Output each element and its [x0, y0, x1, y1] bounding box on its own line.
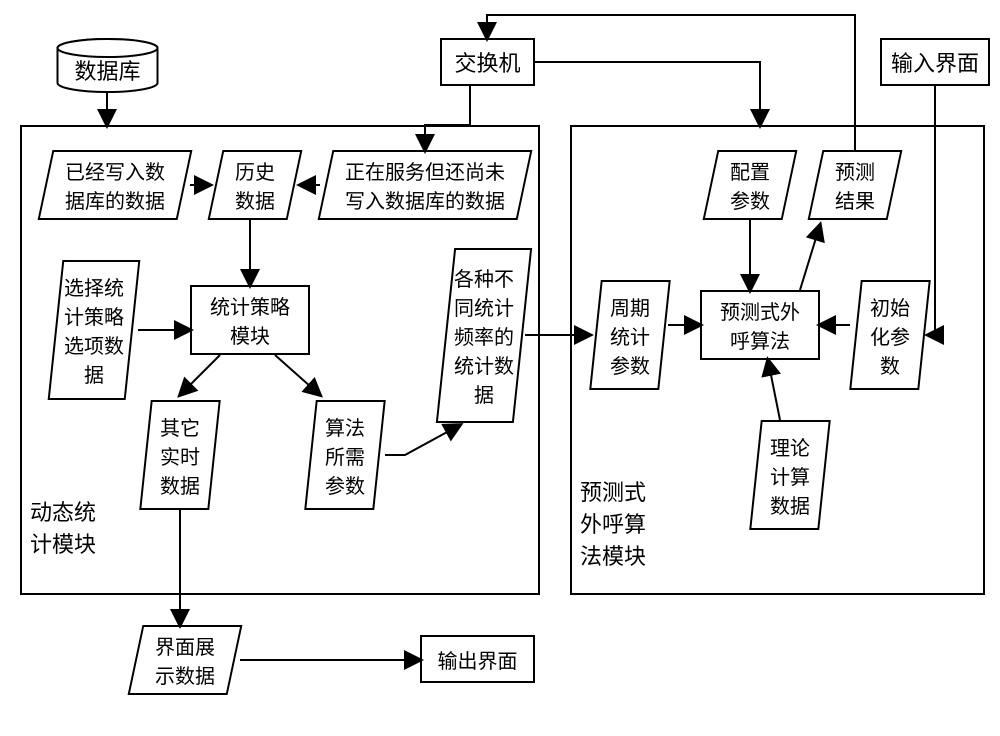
predict-result-label: 预测 结果 [829, 152, 881, 218]
cycle-params-node: 周期 统计 参数 [589, 280, 671, 390]
switch-node: 交换机 [440, 38, 535, 86]
other-rt-data-label: 其它 实时 数据 [156, 406, 204, 505]
dynamic-stat-module-label: 动态统 计模块 [30, 495, 96, 559]
predictive-algo-label: 预测式外 呼算法 [714, 292, 806, 358]
serving-data-label: 正在服务但还尚未 写入数据库的数据 [339, 152, 511, 218]
cycle-params-label: 周期 统计 参数 [606, 286, 654, 385]
theory-calc-label: 理论 计算 数据 [766, 426, 814, 525]
theory-calc-node: 理论 计算 数据 [749, 420, 831, 530]
stat-strategy-module-node: 统计策略 模块 [190, 285, 310, 355]
init-params-label: 初始 化参 数 [866, 286, 914, 385]
various-stat-label: 各种不 同统计 频率的 统计数 据 [450, 257, 518, 414]
stat-strategy-module-label: 统计策略 模块 [204, 287, 296, 353]
output-ui-label: 输出界面 [432, 641, 524, 678]
edge-stat_strategy-algo_params [275, 355, 320, 395]
edge-predictive_algo-predict_result [800, 225, 820, 290]
edge-theory_calc-predictive_algo [768, 360, 780, 420]
edge-stat_strategy-other_rt_data [180, 355, 220, 395]
config-params-node: 配置 参数 [703, 150, 798, 220]
input-ui-node: 输入界面 [880, 38, 990, 86]
predictive-algo-node: 预测式外 呼算法 [700, 290, 820, 360]
select-strategy-label: 选择统 计策略 选项数 据 [60, 266, 128, 394]
algo-params-node: 算法 所需 参数 [304, 400, 386, 510]
edge-predict_result-switch [487, 15, 855, 150]
output-ui-node: 输出界面 [420, 635, 535, 683]
edge-algo_params-various_stat [385, 425, 460, 455]
serving-data-node: 正在服务但还尚未 写入数据库的数据 [318, 150, 533, 220]
database-node: 数据库 [55, 38, 160, 93]
select-strategy-node: 选择统 计策略 选项数 据 [48, 260, 141, 400]
history-data-node: 历史 数据 [208, 150, 303, 220]
predictive-algo-module-label: 预测式 外呼算 法模块 [580, 475, 646, 571]
ui-display-node: 界面展 示数据 [128, 625, 243, 695]
switch-label: 交换机 [448, 42, 526, 82]
other-rt-data-node: 其它 实时 数据 [139, 400, 221, 510]
config-params-label: 配置 参数 [724, 152, 776, 218]
init-params-node: 初始 化参 数 [849, 280, 931, 390]
algo-params-label: 算法 所需 参数 [321, 406, 369, 505]
history-data-label: 历史 数据 [229, 152, 281, 218]
edge-switch-serving_data [425, 86, 470, 150]
written-data-label: 已经写入数 据库的数据 [59, 152, 171, 218]
input-ui-label: 输入界面 [885, 42, 985, 82]
predict-result-node: 预测 结果 [808, 150, 903, 220]
database-label: 数据库 [55, 54, 160, 86]
ui-display-label: 界面展 示数据 [149, 627, 221, 693]
written-data-node: 已经写入数 据库的数据 [38, 150, 193, 220]
edge-input_ui-init_params [928, 86, 935, 335]
edge-switch-module_right [535, 62, 760, 125]
various-stat-node: 各种不 同统计 频率的 统计数 据 [436, 248, 532, 423]
